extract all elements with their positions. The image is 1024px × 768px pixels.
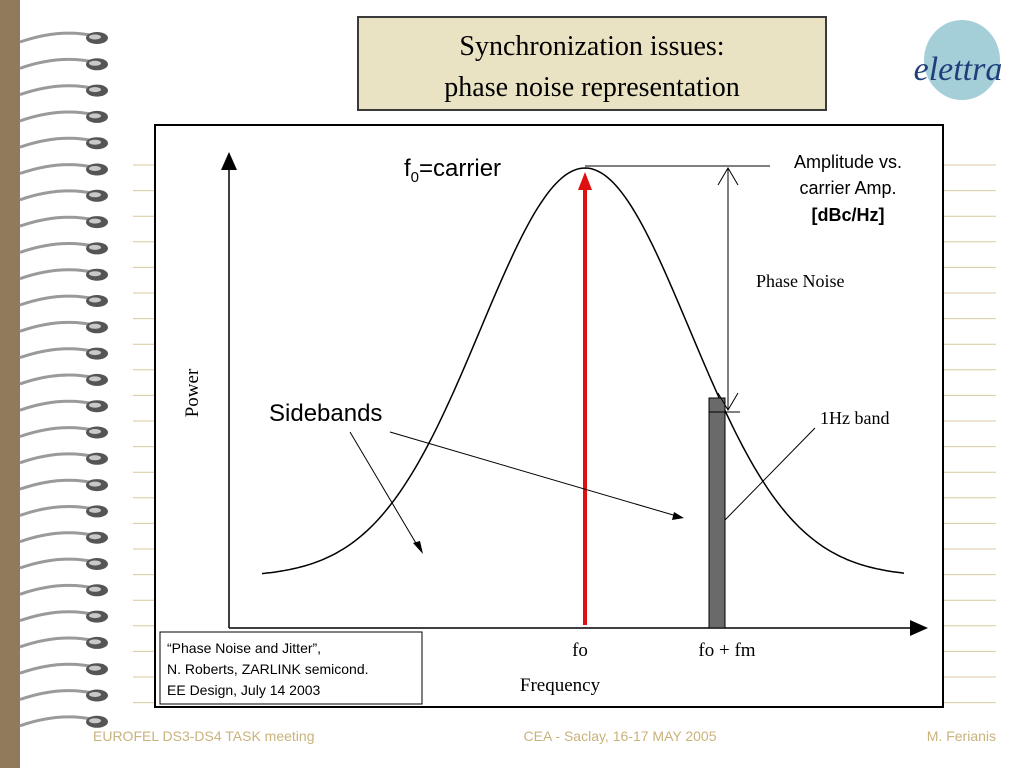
carrier-sub: 0 [411, 169, 419, 186]
ring-shine [89, 271, 101, 277]
ring-shine [89, 692, 101, 697]
reference-line: “Phase Noise and Jitter”, [167, 640, 321, 656]
ring-shine [89, 139, 101, 145]
ring-shine [89, 113, 101, 119]
ring-shine [89, 665, 101, 671]
carrier-base: f [404, 155, 411, 182]
note-line: [dBc/Hz] [812, 205, 885, 225]
spiral-rings [19, 31, 108, 728]
band-bar [708, 397, 726, 629]
note-line: carrier Amp. [799, 178, 896, 198]
ring-shine [89, 402, 101, 408]
ring-shine [89, 87, 101, 93]
title-box [357, 16, 827, 111]
ring-shine [89, 218, 101, 224]
diagram [221, 152, 928, 636]
note-line: Amplitude vs. [794, 152, 902, 172]
y-axis-label: Power [182, 368, 203, 417]
diagram-box [154, 124, 944, 708]
ring-shine [89, 586, 101, 592]
ring-shine [89, 60, 101, 66]
ring-shine [89, 718, 101, 724]
footer-right: M. Ferianis [927, 728, 996, 744]
ring-shine [89, 534, 101, 540]
reference-box [159, 631, 423, 705]
x-tick-label: fo + fm [698, 640, 755, 661]
carrier-rest: =carrier [419, 155, 501, 182]
x-axis-label: Frequency [520, 675, 601, 696]
ring-shine [89, 560, 101, 566]
ring-shine [89, 376, 101, 382]
ring-shine [89, 350, 101, 356]
title-line: phase noise representation [444, 72, 739, 103]
ring-shine [89, 244, 101, 250]
ring-shine [89, 192, 101, 198]
band-label: 1Hz band [820, 408, 889, 428]
footer-left: EUROFEL DS3-DS4 TASK meeting [93, 728, 314, 744]
ring-shine [89, 429, 101, 434]
ring-shine [89, 613, 101, 619]
ring-shine [89, 455, 101, 461]
title-line: Synchronization issues: [459, 31, 724, 62]
ring-shine [89, 297, 101, 303]
ring-shine [89, 481, 101, 487]
sidebands-label: Sidebands [269, 400, 382, 427]
x-tick-label: fo [572, 640, 588, 661]
ring-shine [89, 639, 101, 645]
footer-center: CEA - Saclay, 16-17 MAY 2005 [524, 728, 717, 744]
ring-shine [89, 166, 101, 171]
phase-noise-label: Phase Noise [756, 271, 845, 291]
carrier-label: f0=carrier [404, 155, 501, 186]
ring-shine [89, 34, 101, 40]
reference-line: EE Design, July 14 2003 [167, 682, 321, 698]
reference-line: N. Roberts, ZARLINK semicond. [167, 661, 369, 677]
ring-shine [89, 323, 101, 329]
ring-shine [89, 507, 101, 513]
logo: elettra [914, 20, 1003, 100]
noise-curve [261, 167, 905, 575]
logo-text: elettra [914, 51, 1003, 88]
